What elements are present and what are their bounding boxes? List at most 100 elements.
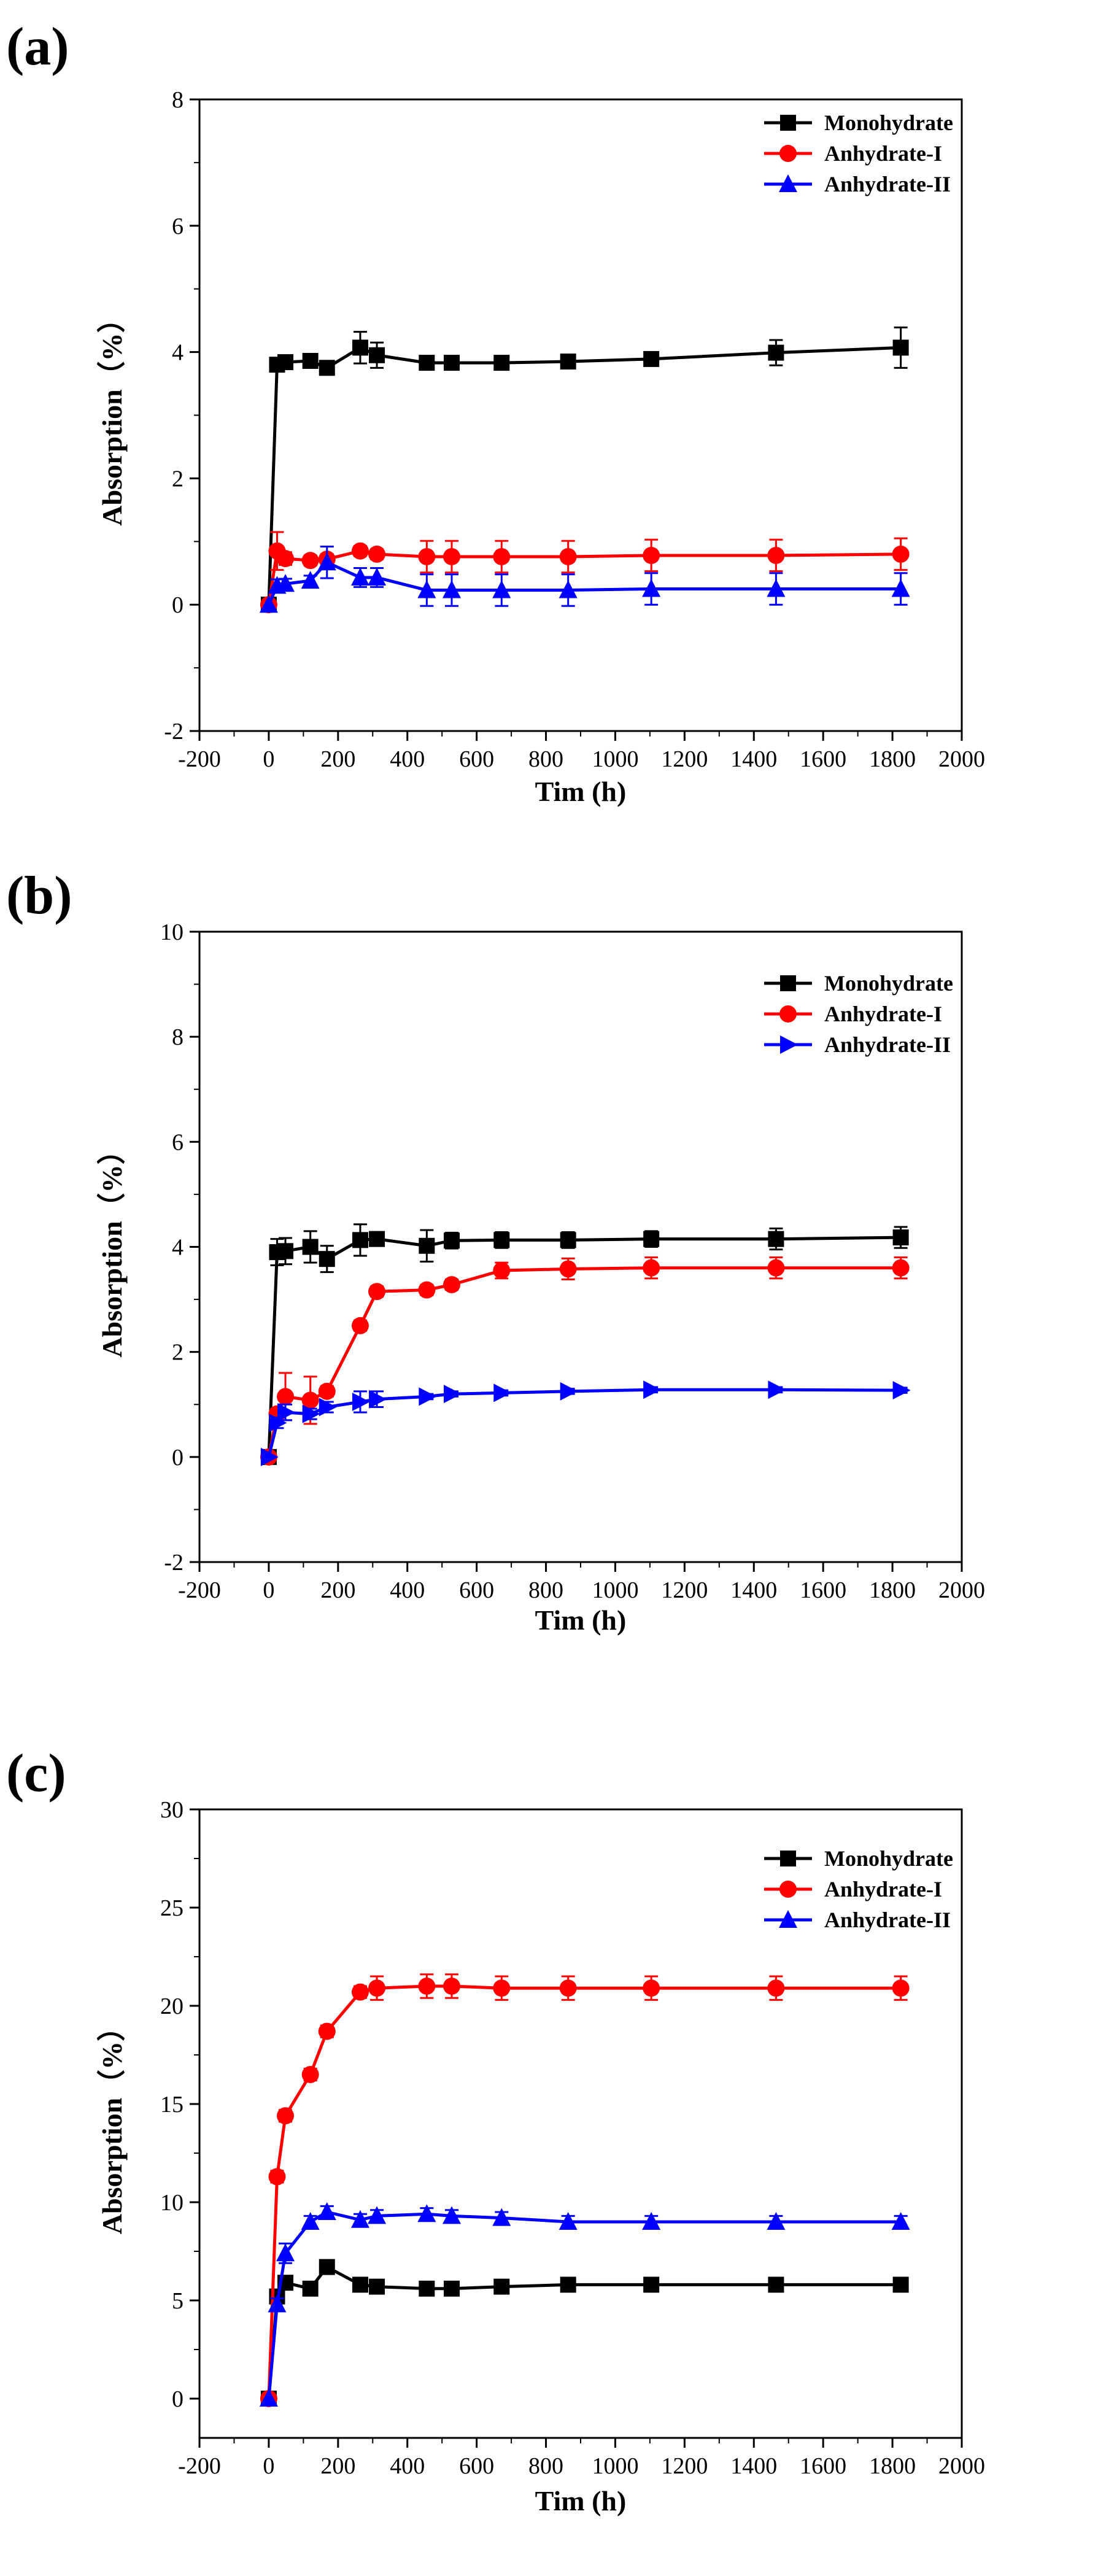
panel-a-x-tick-label: 1000 bbox=[592, 746, 638, 772]
panel-b-anhydrate-ii-point bbox=[269, 1414, 287, 1433]
panel-a-legend-marker-anhydrate-i bbox=[779, 145, 797, 162]
panel-c-legend-marker-monohydrate bbox=[780, 1851, 796, 1866]
panel-b-x-tick-label: 1200 bbox=[661, 1577, 708, 1603]
panel-a-y-tick-label: 2 bbox=[172, 466, 184, 492]
panel-a-monohydrate-series bbox=[260, 326, 909, 613]
panel-b-anhydrate-ii-series bbox=[260, 1380, 911, 1466]
panel-b-monohydrate-point bbox=[643, 1231, 660, 1247]
panel-c-monohydrate-point bbox=[443, 2280, 460, 2297]
panel-b-anhydrate-i-series bbox=[260, 1256, 910, 1466]
panel-c-monohydrate-point bbox=[493, 2278, 510, 2295]
panel-b-legend-marker-anhydrate-ii bbox=[780, 1035, 798, 1054]
panel-b-monohydrate-point bbox=[419, 1237, 435, 1254]
panel-c-y-tick-label: 30 bbox=[160, 1797, 184, 1823]
panel-c-anhydrate-ii-point bbox=[368, 2206, 387, 2224]
panel-a-legend-marker-monohydrate bbox=[780, 115, 796, 131]
panel-c-y-tick-label: 5 bbox=[172, 2288, 184, 2314]
panel-b-x-tick-label: 0 bbox=[263, 1577, 274, 1603]
panel-a-x-tick-label: 1800 bbox=[869, 746, 916, 772]
panel-b-y-tick-label: 2 bbox=[172, 1340, 184, 1366]
panel-b-anhydrate-i-point bbox=[368, 1283, 386, 1301]
panel-b-legend-marker-monohydrate bbox=[780, 975, 796, 991]
panel-b-x-tick-label: -200 bbox=[178, 1577, 221, 1603]
panel-b-monohydrate-point bbox=[443, 1232, 460, 1249]
panel-c-x-axis-title: Tim (h) bbox=[535, 2485, 627, 2516]
panel-a-monohydrate-point bbox=[419, 355, 435, 371]
panel-a-x-axis-title: Tim (h) bbox=[535, 776, 627, 807]
panel-c-anhydrate-i-point bbox=[443, 1978, 460, 1995]
panel-c-monohydrate-series bbox=[260, 2259, 909, 2407]
panel-a-monohydrate-point bbox=[892, 339, 909, 356]
panel-b-anhydrate-i-point bbox=[643, 1259, 660, 1277]
panel-c-anhydrate-ii-point bbox=[417, 2204, 436, 2222]
panel-c-legend-marker-anhydrate-ii bbox=[779, 1910, 797, 1928]
panel-b-x-tick-label: 2000 bbox=[938, 1577, 985, 1603]
panel-c-legend-label-monohydrate: Monohydrate bbox=[824, 1846, 953, 1871]
panel-c-anhydrate-ii-point bbox=[442, 2206, 461, 2224]
panel-b-y-tick-label: 6 bbox=[172, 1129, 184, 1155]
panel-a-anhydrate-i-point bbox=[892, 545, 910, 563]
panel-c-anhydrate-i-point bbox=[559, 1979, 577, 1997]
panel-c-legend: Monohydrate Anhydrate-I Anhydrate-II bbox=[764, 1846, 953, 1932]
panel-b-legend: Monohydrate Anhydrate-I Anhydrate-II bbox=[764, 971, 953, 1057]
panel-c-anhydrate-i-point bbox=[277, 2107, 295, 2125]
panel-c-anhydrate-ii-point bbox=[492, 2208, 511, 2226]
panel-c-y-tick-label: 20 bbox=[160, 1994, 184, 2019]
panel-a-anhydrate-i-point bbox=[351, 542, 369, 560]
panel-c-monohydrate-point bbox=[302, 2280, 319, 2297]
panel-c-x-tick-label: -200 bbox=[178, 2453, 221, 2479]
panel-a-anhydrate-i-point bbox=[443, 547, 460, 565]
panel-b-y-tick-label: 4 bbox=[172, 1235, 184, 1261]
panel-a-monohydrate-point bbox=[643, 350, 660, 367]
panel-b-x-tick-label: 400 bbox=[390, 1577, 425, 1603]
panel-c-anhydrate-ii-point bbox=[559, 2212, 578, 2230]
panel-c-anhydrate-ii-point bbox=[350, 2210, 369, 2228]
panel-b-y-tick-label: 8 bbox=[172, 1024, 184, 1050]
panel-c-x-tick-label: 1600 bbox=[800, 2453, 846, 2479]
panel-c-x-tick-label: 1200 bbox=[661, 2453, 708, 2479]
panel-a-anhydrate-i-series bbox=[260, 531, 910, 614]
panel-a-monohydrate-point bbox=[768, 344, 784, 361]
panel-a-x-tick-label: 2000 bbox=[938, 746, 985, 772]
panel-c-y-tick-label: 25 bbox=[160, 1895, 184, 1921]
panel-b-anhydrate-ii-point bbox=[419, 1387, 437, 1406]
panel-c-anhydrate-i-series bbox=[260, 1973, 910, 2407]
panel-a-x-tick-label: 1200 bbox=[661, 746, 708, 772]
panel-a-anhydrate-i-point bbox=[559, 547, 577, 565]
panel-a-anhydrate-ii-point bbox=[767, 579, 786, 597]
panel-b-anhydrate-ii-point bbox=[319, 1398, 337, 1417]
panel-c-anhydrate-ii-line bbox=[267, 2210, 901, 2399]
panel-b-legend-marker-anhydrate-i bbox=[779, 1005, 797, 1023]
panel-a-x-tick-label: 800 bbox=[528, 746, 563, 772]
panel-c-x-tick-label: 200 bbox=[320, 2453, 355, 2479]
panel-a-anhydrate-i-point bbox=[418, 547, 436, 565]
panel-a-anhydrate-ii-point bbox=[259, 595, 278, 613]
panel-c-monohydrate-point bbox=[319, 2259, 335, 2275]
panel-a-anhydrate-ii-point bbox=[276, 574, 295, 592]
panel-a-anhydrate-ii-point bbox=[301, 571, 320, 589]
panel-b-anhydrate-ii-point bbox=[302, 1404, 320, 1423]
panel-c-x-tick-label: 0 bbox=[263, 2453, 274, 2479]
panel-c-anhydrate-ii-point bbox=[317, 2202, 336, 2220]
panel-a-x-tick-label: 1600 bbox=[800, 746, 846, 772]
panel-a-legend-marker-anhydrate-ii bbox=[779, 174, 797, 192]
panel-c-monohydrate-point bbox=[560, 2276, 576, 2293]
panel-a-label: (a) bbox=[6, 17, 69, 77]
panel-a-anhydrate-ii-point bbox=[492, 580, 511, 598]
panel-b-x-axis-title: Tim (h) bbox=[535, 1604, 627, 1636]
panel-b-x-tick-label: 200 bbox=[320, 1577, 355, 1603]
panel-a-y-tick-label: 4 bbox=[172, 340, 184, 366]
panel-c-anhydrate-i-point bbox=[418, 1978, 436, 1995]
panel-c-axes-frame bbox=[198, 1808, 963, 2439]
panel-b-monohydrate-point bbox=[560, 1232, 576, 1248]
panel-b-legend-label-anhydrate-ii: Anhydrate-II bbox=[824, 1032, 951, 1057]
panel-a-anhydrate-i-point bbox=[301, 552, 319, 570]
panel-b-monohydrate-line bbox=[267, 1236, 901, 1457]
panel-a-monohydrate-point bbox=[369, 347, 385, 363]
panel-b-anhydrate-ii-point bbox=[369, 1390, 387, 1409]
panel-a-x-tick-label: 1400 bbox=[730, 746, 777, 772]
panel-a-legend-label-monohydrate: Monohydrate bbox=[824, 110, 953, 135]
panel-a-anhydrate-i-point bbox=[643, 546, 660, 564]
panel-a-y-tick-label: 8 bbox=[172, 87, 184, 113]
